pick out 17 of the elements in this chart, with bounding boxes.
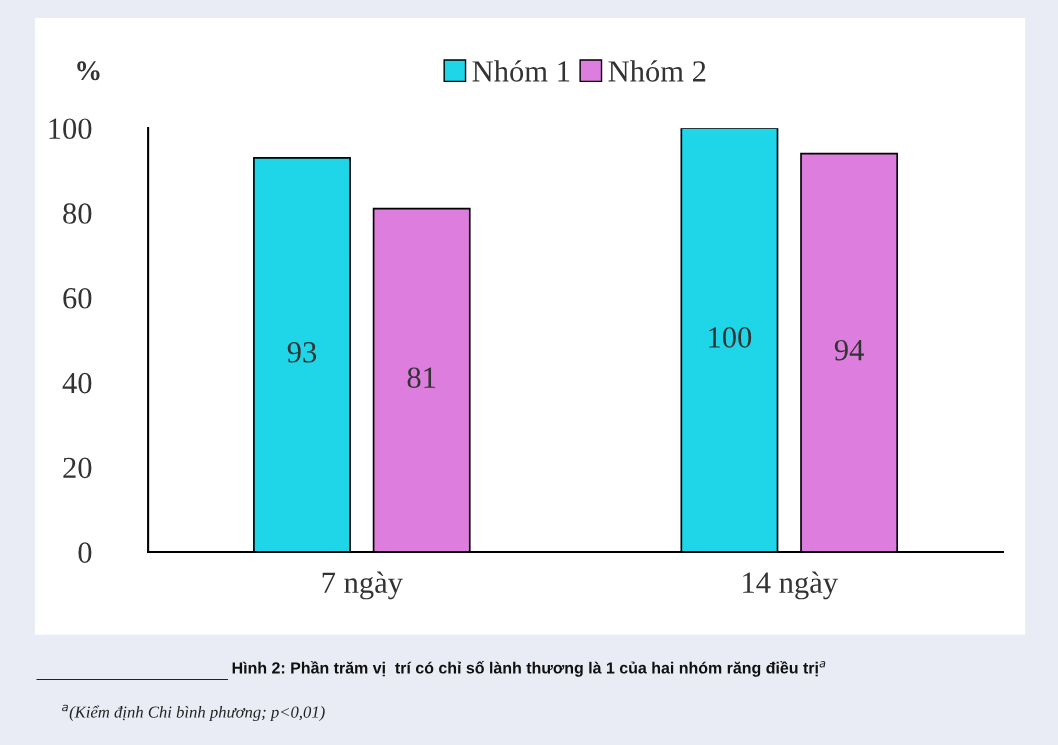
x-tick-label: 14 ngày: [743, 571, 838, 600]
y-tick-label: 20: [63, 457, 92, 479]
y-tick-label: 40: [62, 372, 92, 394]
x-tick-label: 7 ngày: [322, 571, 403, 600]
legend-label: Nhóm 2: [608, 60, 706, 82]
data-label: 94: [834, 339, 864, 361]
y-tick-label: 100: [49, 118, 92, 140]
text: Hình 2: Phần trăm vị trí có chỉ số lành thương là 1 của hai nhóm răng điều trị$^{a}$: [232, 661, 826, 677]
text: $^{a}$(Kiểm định Chi bình phương; p<0,01): [62, 704, 325, 722]
data-label: 93: [287, 342, 317, 363]
y-tick-label: 0: [78, 542, 92, 563]
data-label: 81: [407, 367, 436, 389]
y-tick-label: 60: [63, 287, 92, 309]
y-tick-label: 80: [63, 203, 92, 224]
data-label: 100: [709, 327, 752, 348]
y-axis-title: %: [77, 61, 100, 81]
legend-label: Nhóm 1: [472, 60, 570, 82]
